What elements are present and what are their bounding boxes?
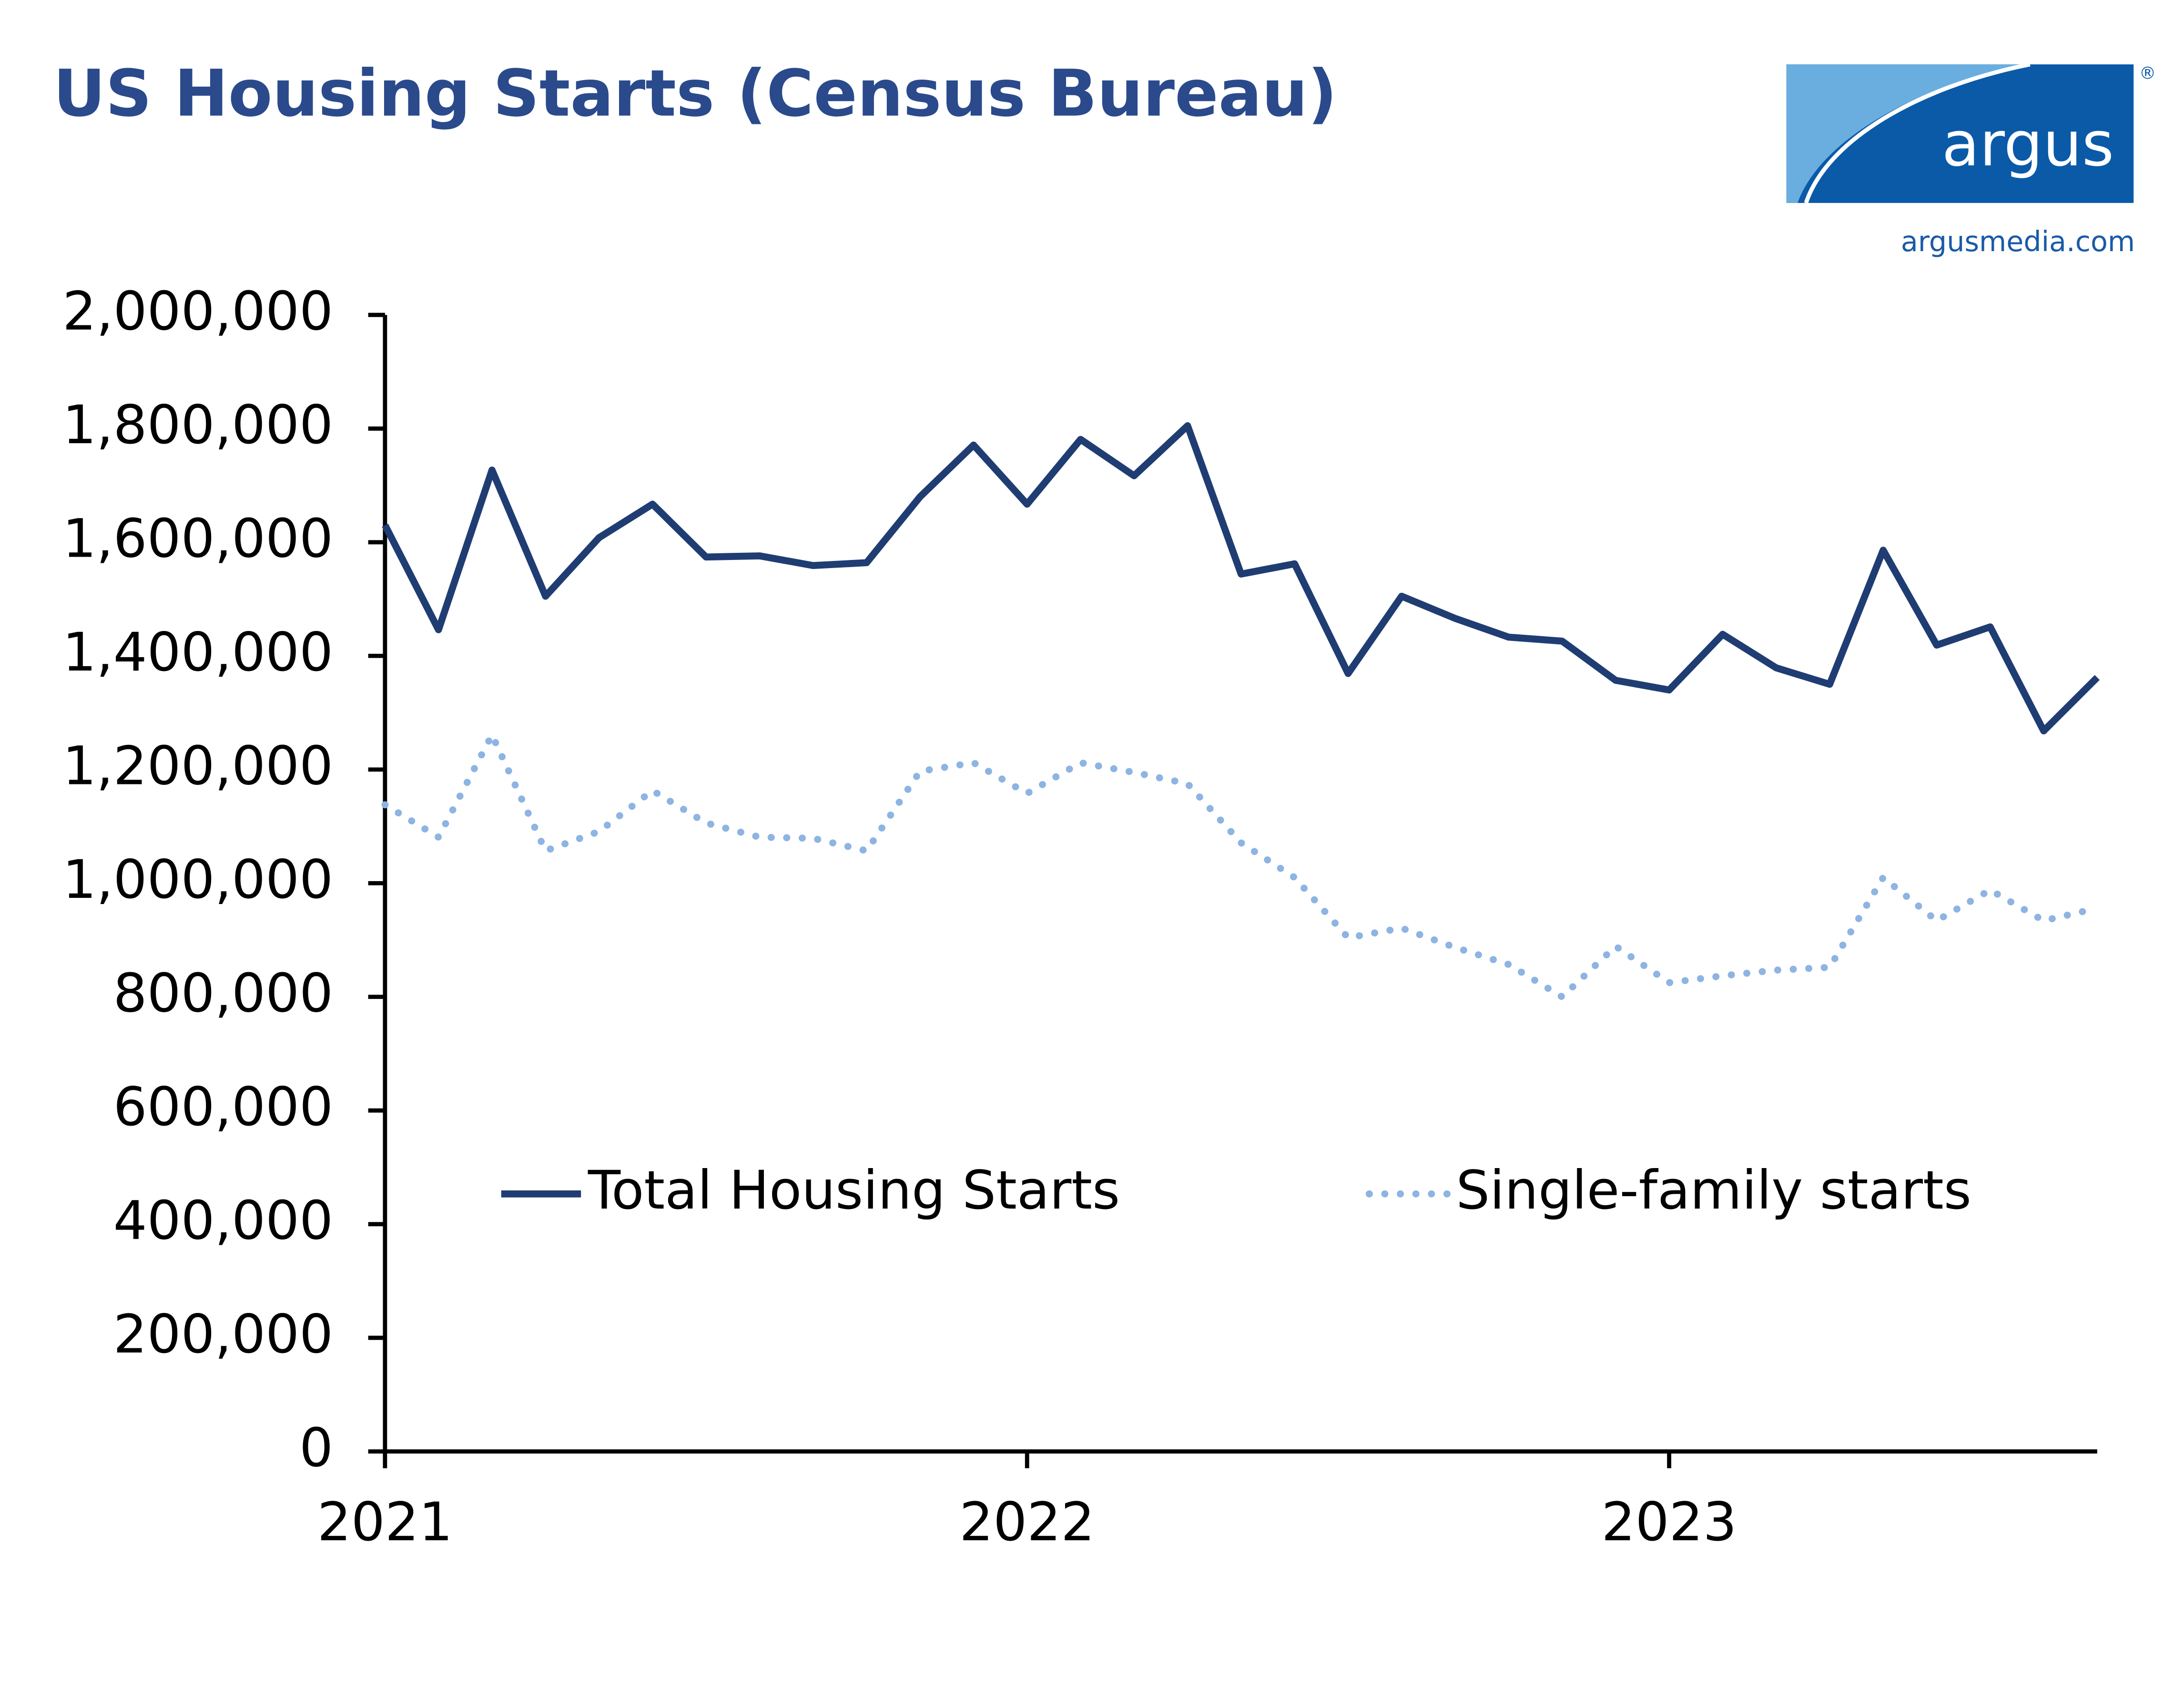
logo: argus ® argusmedia.com bbox=[1786, 62, 2156, 258]
y-tick-label: 800,000 bbox=[113, 962, 334, 1024]
logo-registered: ® bbox=[2139, 64, 2156, 83]
legend-label: Total Housing Starts bbox=[588, 1159, 1120, 1221]
logo-url: argusmedia.com bbox=[1901, 225, 2135, 258]
x-tick-label: 2023 bbox=[1602, 1491, 1737, 1553]
y-tick-label: 600,000 bbox=[113, 1076, 334, 1138]
y-tick-label: 1,600,000 bbox=[62, 508, 333, 570]
y-tick-label: 1,800,000 bbox=[62, 394, 333, 456]
y-tick-label: 2,000,000 bbox=[62, 281, 333, 343]
line-series bbox=[382, 422, 2100, 735]
x-tick-label: 2022 bbox=[959, 1491, 1095, 1553]
logo-swoosh bbox=[1786, 64, 2030, 203]
logo-text: argus bbox=[1942, 109, 2114, 180]
logo-curve bbox=[1804, 62, 2031, 204]
line-series bbox=[381, 727, 2101, 1001]
y-tick-label: 400,000 bbox=[113, 1190, 334, 1251]
y-tick-label: 1,000,000 bbox=[62, 849, 333, 911]
chart-title: US Housing Starts (Census Bureau) bbox=[53, 56, 1337, 131]
y-tick-label: 0 bbox=[299, 1417, 333, 1479]
y-tick-label: 1,400,000 bbox=[62, 621, 333, 683]
y-tick-label: 1,200,000 bbox=[62, 735, 333, 797]
y-tick-label: 200,000 bbox=[113, 1303, 334, 1365]
x-tick-label: 2021 bbox=[317, 1491, 453, 1553]
legend-label: Single-family starts bbox=[1456, 1159, 1971, 1221]
